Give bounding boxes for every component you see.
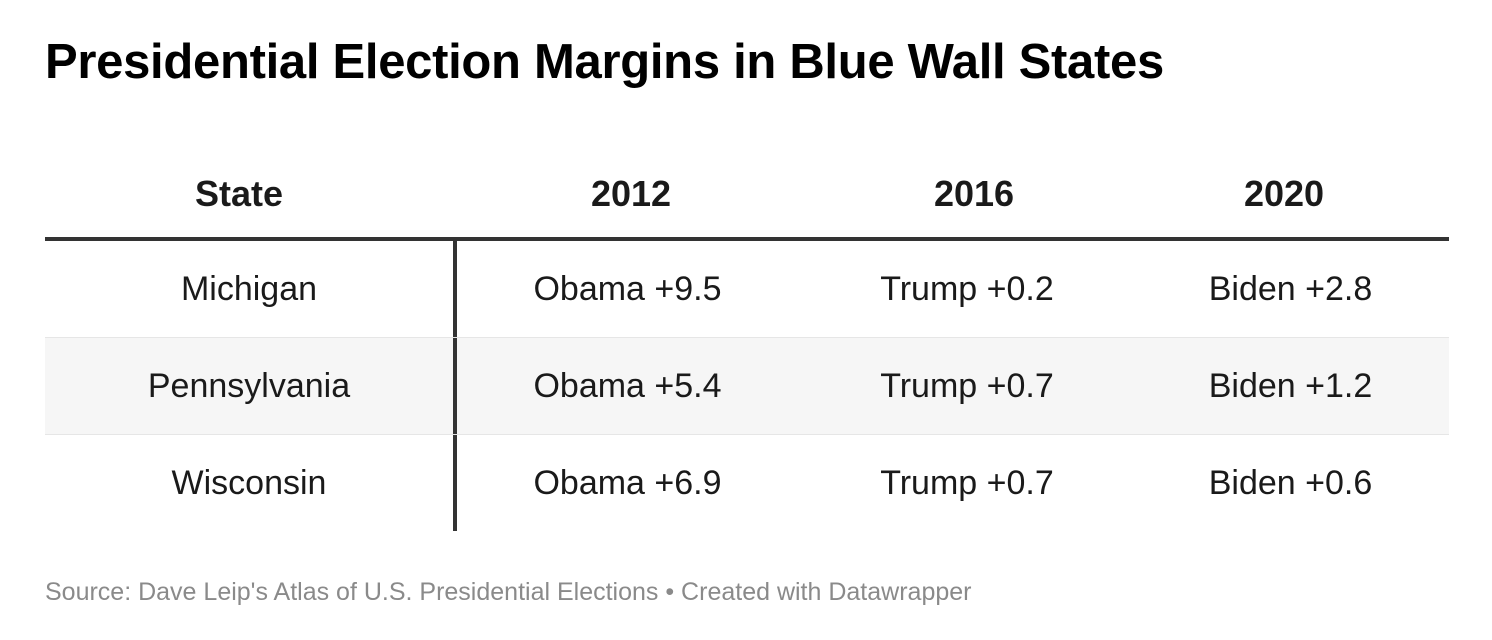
chart-title: Presidential Election Margins in Blue Wa… xyxy=(45,35,1164,89)
source-note: Source: Dave Leip's Atlas of U.S. Presid… xyxy=(45,578,972,606)
table-header: State 2012 2016 2020 xyxy=(45,150,1449,241)
margin-2016-cell: Trump +0.2 xyxy=(880,269,1054,308)
column-header-2020: 2020 xyxy=(1243,172,1325,214)
column-header-2012: 2012 xyxy=(590,172,672,214)
margin-2012-cell: Obama +9.5 xyxy=(533,269,722,308)
state-cell: Pennsylvania xyxy=(45,338,457,434)
column-header-2016: 2016 xyxy=(933,172,1015,214)
margin-2020-cell: Biden +1.2 xyxy=(1208,366,1373,405)
margin-2012-cell: Obama +6.9 xyxy=(533,463,722,502)
table-row: Wisconsin Obama +6.9 Trump +0.7 Biden +0… xyxy=(45,435,1449,531)
state-cell: Michigan xyxy=(45,241,457,337)
margin-2016-cell: Trump +0.7 xyxy=(880,463,1054,502)
column-header-state: State xyxy=(194,172,284,214)
margins-table: State 2012 2016 2020 Michigan Obama +9.5… xyxy=(45,150,1449,531)
margin-2020-cell: Biden +2.8 xyxy=(1208,269,1373,308)
margin-2012-cell: Obama +5.4 xyxy=(533,366,722,405)
margin-2020-cell: Biden +0.6 xyxy=(1208,463,1373,502)
table-row: Pennsylvania Obama +5.4 Trump +0.7 Biden… xyxy=(45,338,1449,435)
table-row: Michigan Obama +9.5 Trump +0.2 Biden +2.… xyxy=(45,241,1449,338)
state-cell: Wisconsin xyxy=(45,435,457,531)
margin-2016-cell: Trump +0.7 xyxy=(880,366,1054,405)
